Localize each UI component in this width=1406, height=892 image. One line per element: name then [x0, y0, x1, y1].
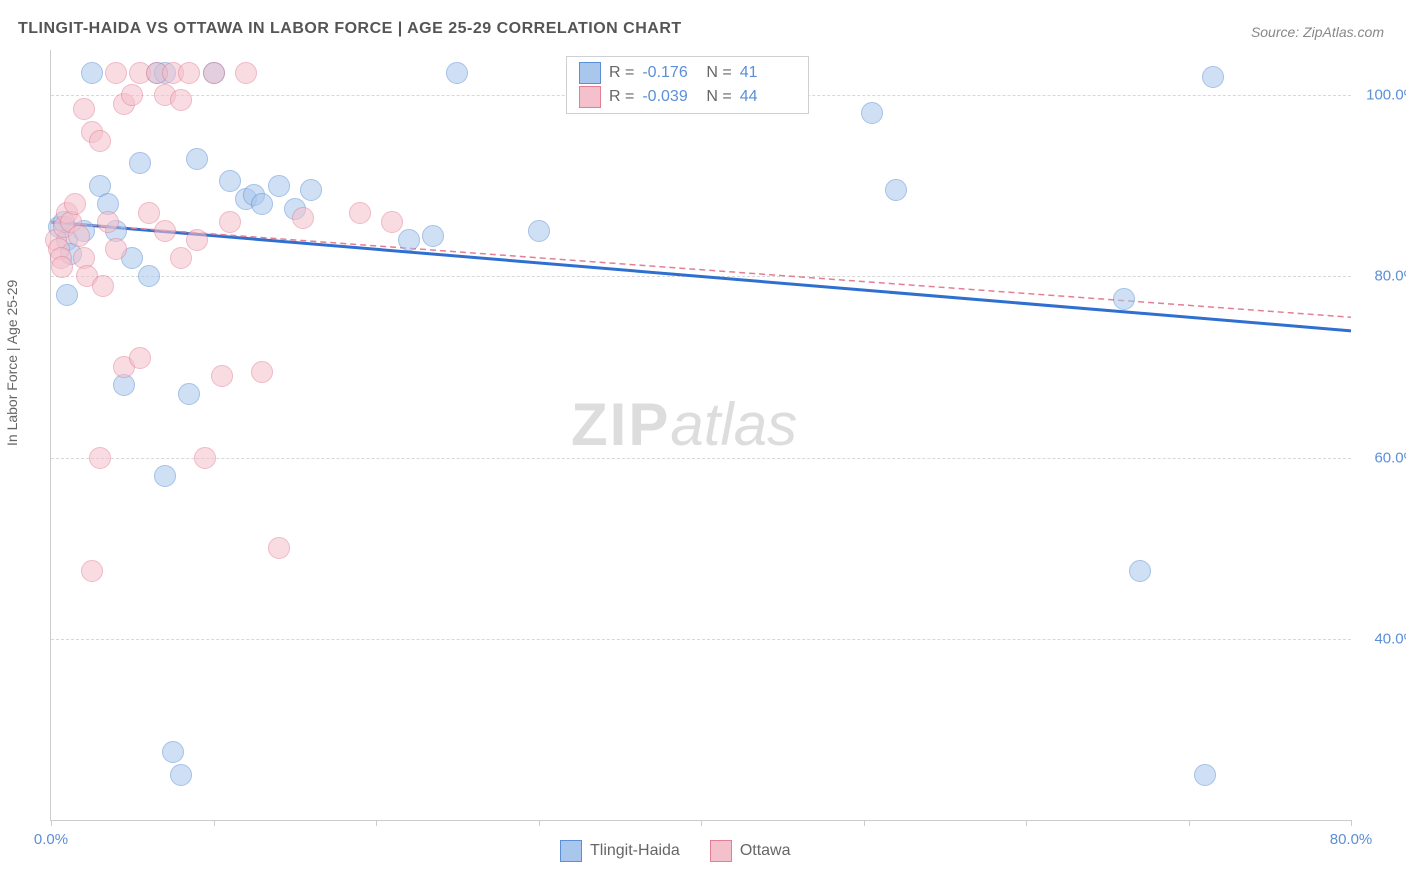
data-point: [1113, 288, 1135, 310]
x-tick: [701, 820, 702, 826]
legend-r-label: R =: [609, 88, 634, 106]
data-point: [129, 347, 151, 369]
data-point: [121, 84, 143, 106]
data-point: [219, 170, 241, 192]
data-point: [154, 220, 176, 242]
legend-swatch: [579, 86, 601, 108]
data-point: [422, 225, 444, 247]
data-point: [89, 447, 111, 469]
data-point: [1194, 764, 1216, 786]
legend-n-value: 44: [740, 88, 796, 106]
legend-swatch: [710, 840, 732, 862]
data-point: [251, 193, 273, 215]
data-point: [268, 175, 290, 197]
data-point: [129, 152, 151, 174]
x-tick: [376, 820, 377, 826]
data-point: [56, 284, 78, 306]
y-tick-label: 60.0%: [1374, 449, 1406, 466]
legend-stats: R = -0.176 N = 41 R = -0.039 N = 44: [566, 56, 809, 114]
data-point: [81, 560, 103, 582]
data-point: [105, 62, 127, 84]
legend-stat-row: R = -0.039 N = 44: [579, 85, 796, 109]
data-point: [92, 275, 114, 297]
y-tick-label: 80.0%: [1374, 268, 1406, 285]
legend-n-value: 41: [740, 64, 796, 82]
y-axis-label: In Labor Force | Age 25-29: [4, 280, 20, 446]
legend-r-value: -0.176: [642, 64, 698, 82]
data-point: [235, 62, 257, 84]
legend-series-name: Ottawa: [740, 842, 791, 860]
legend-series: Tlingit-Haida Ottawa: [560, 840, 791, 862]
data-point: [170, 764, 192, 786]
data-point: [251, 361, 273, 383]
data-point: [861, 102, 883, 124]
data-point: [138, 202, 160, 224]
legend-r-value: -0.039: [642, 88, 698, 106]
data-point: [81, 62, 103, 84]
x-tick: [864, 820, 865, 826]
data-point: [105, 238, 127, 260]
data-point: [300, 179, 322, 201]
data-point: [186, 148, 208, 170]
legend-n-label: N =: [706, 64, 731, 82]
data-point: [398, 229, 420, 251]
chart-title: TLINGIT-HAIDA VS OTTAWA IN LABOR FORCE |…: [18, 20, 682, 38]
trend-line: [51, 222, 1351, 317]
data-point: [162, 741, 184, 763]
x-tick: [539, 820, 540, 826]
data-point: [292, 207, 314, 229]
trend-lines: [51, 50, 1351, 820]
data-point: [219, 211, 241, 233]
legend-series-name: Tlingit-Haida: [590, 842, 680, 860]
data-point: [194, 447, 216, 469]
data-point: [885, 179, 907, 201]
data-point: [1202, 66, 1224, 88]
x-tick: [1189, 820, 1190, 826]
data-point: [73, 98, 95, 120]
legend-n-label: N =: [706, 88, 731, 106]
data-point: [89, 130, 111, 152]
data-point: [170, 247, 192, 269]
data-point: [138, 265, 160, 287]
data-point: [349, 202, 371, 224]
legend-swatch: [579, 62, 601, 84]
x-tick-label: 80.0%: [1330, 831, 1373, 848]
legend-swatch: [560, 840, 582, 862]
correlation-chart: TLINGIT-HAIDA VS OTTAWA IN LABOR FORCE |…: [0, 0, 1406, 892]
data-point: [154, 465, 176, 487]
data-point: [178, 383, 200, 405]
data-point: [64, 193, 86, 215]
data-point: [186, 229, 208, 251]
data-point: [203, 62, 225, 84]
legend-series-item: Tlingit-Haida: [560, 840, 680, 862]
data-point: [381, 211, 403, 233]
chart-source: Source: ZipAtlas.com: [1251, 24, 1384, 40]
data-point: [211, 365, 233, 387]
x-tick: [51, 820, 52, 826]
data-point: [268, 537, 290, 559]
data-point: [170, 89, 192, 111]
plot-area: ZIPatlas 40.0%60.0%80.0%100.0%0.0%80.0%: [50, 50, 1351, 821]
data-point: [1129, 560, 1151, 582]
x-tick: [1351, 820, 1352, 826]
x-tick: [1026, 820, 1027, 826]
data-point: [68, 225, 90, 247]
data-point: [446, 62, 468, 84]
x-tick-label: 0.0%: [34, 831, 68, 848]
legend-r-label: R =: [609, 64, 634, 82]
data-point: [97, 211, 119, 233]
legend-stat-row: R = -0.176 N = 41: [579, 61, 796, 85]
data-point: [528, 220, 550, 242]
y-tick-label: 100.0%: [1366, 87, 1406, 104]
y-tick-label: 40.0%: [1374, 630, 1406, 647]
data-point: [178, 62, 200, 84]
legend-series-item: Ottawa: [710, 840, 791, 862]
trend-line: [51, 222, 1351, 331]
x-tick: [214, 820, 215, 826]
data-point: [51, 256, 73, 278]
